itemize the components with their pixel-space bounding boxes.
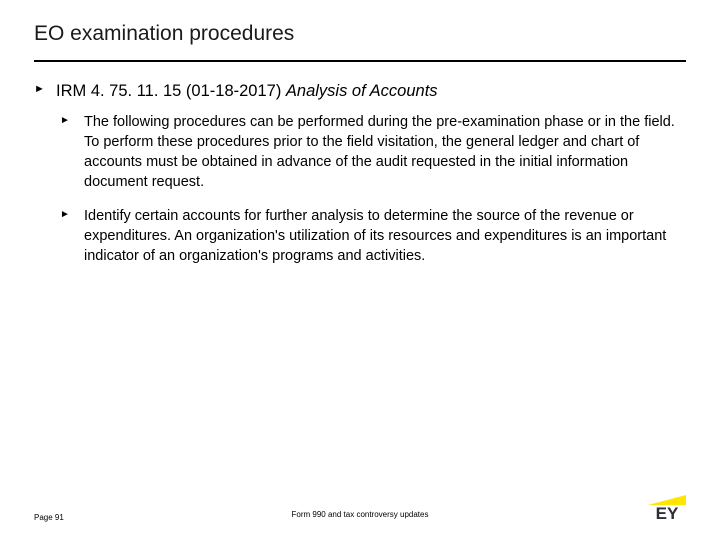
level2-bullet: ► Identify certain accounts for further … <box>60 206 686 266</box>
title-divider <box>34 60 686 62</box>
slide-container: EO examination procedures ► IRM 4. 75. 1… <box>0 0 720 540</box>
level2-text: Identify certain accounts for further an… <box>84 206 686 266</box>
slide-title: EO examination procedures <box>34 22 686 46</box>
ey-logo-text: EY <box>656 506 679 522</box>
level2-list: ► The following procedures can be perfor… <box>34 112 686 266</box>
level1-text: IRM 4. 75. 11. 15 (01-18-2017) Analysis … <box>56 80 438 102</box>
level1-bullet: ► IRM 4. 75. 11. 15 (01-18-2017) Analysi… <box>34 80 686 102</box>
triangle-icon: ► <box>60 210 84 220</box>
ey-logo: EY <box>648 495 686 522</box>
level2-bullet: ► The following procedures can be perfor… <box>60 112 686 192</box>
level2-text: The following procedures can be performe… <box>84 112 686 192</box>
slide-footer: Page 91 Form 990 and tax controversy upd… <box>34 495 686 522</box>
triangle-icon: ► <box>34 84 56 95</box>
page-number: Page 91 <box>34 513 64 522</box>
triangle-icon: ► <box>60 116 84 126</box>
level1-italic: Analysis of Accounts <box>286 82 438 100</box>
footer-center-text: Form 990 and tax controversy updates <box>292 510 429 519</box>
level1-prefix: IRM 4. 75. 11. 15 (01-18-2017) <box>56 82 286 100</box>
